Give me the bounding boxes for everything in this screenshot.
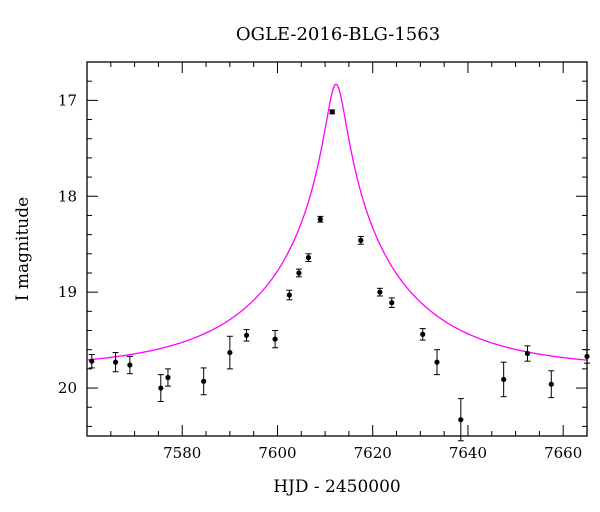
data-point <box>286 292 292 298</box>
data-point <box>227 349 233 356</box>
data-point-group <box>376 287 383 297</box>
data-point <box>584 353 590 360</box>
y-axis-label: I magnitude <box>13 197 33 301</box>
data-point-group <box>112 352 119 373</box>
data-point <box>501 376 507 383</box>
data-point <box>329 109 335 115</box>
data-point <box>317 216 323 222</box>
x-tick-label: 7580 <box>163 444 201 462</box>
y-tick-label: 19 <box>58 283 77 301</box>
y-tick-label: 18 <box>58 187 77 205</box>
data-point-group <box>286 289 293 301</box>
data-point <box>272 336 278 342</box>
data-point-group <box>295 268 302 278</box>
data-point-group <box>329 109 336 115</box>
data-point <box>305 255 312 261</box>
data-point-group <box>243 329 250 342</box>
data-point <box>548 381 554 387</box>
model-curve <box>86 83 588 361</box>
data-point <box>296 270 302 276</box>
data-point-group <box>457 398 464 442</box>
data-point-group <box>317 215 324 223</box>
plot-frame <box>86 61 588 437</box>
x-axis-label: HJD - 2450000 <box>273 477 401 497</box>
x-tick-labels: 7580 7600 7620 7640 7660 <box>163 444 582 462</box>
data-point-group <box>272 330 279 349</box>
y-tick-labels: 17 18 19 20 <box>58 91 77 397</box>
data-point-group <box>157 374 164 402</box>
data-point-group <box>126 355 133 375</box>
data-point <box>89 358 95 364</box>
x-tick-label: 7600 <box>258 444 296 462</box>
data-point <box>127 362 133 368</box>
data-point-group <box>524 345 531 362</box>
data-point-group <box>584 349 590 364</box>
data-point-group <box>434 349 440 376</box>
x-tick-label: 7620 <box>354 444 392 462</box>
data-point-group <box>88 353 95 369</box>
x-tick-label: 7640 <box>449 444 487 462</box>
data-point-group <box>305 253 312 262</box>
data-point <box>243 332 250 338</box>
data-point <box>158 385 164 391</box>
data-point <box>434 359 440 365</box>
data-point-group <box>164 368 171 387</box>
data-point-group <box>357 236 364 245</box>
data-point-group <box>226 335 233 370</box>
data-point <box>165 374 171 381</box>
x-tick-label: 7660 <box>544 444 582 462</box>
data-point <box>377 289 383 295</box>
y-tick-label: 20 <box>58 379 77 397</box>
data-point-group <box>200 367 207 396</box>
data-point-group <box>388 297 395 308</box>
data-point-group <box>500 361 507 398</box>
data-point <box>420 331 426 337</box>
data-point <box>458 417 464 423</box>
data-points <box>88 109 590 442</box>
data-point-group <box>419 328 426 341</box>
data-point <box>112 359 119 365</box>
data-point <box>389 300 395 306</box>
axis-ticks <box>87 61 588 436</box>
data-point <box>201 378 207 384</box>
data-point <box>358 237 364 243</box>
y-tick-label: 17 <box>58 91 77 109</box>
chart-title: OGLE-2016-BLG-1563 <box>236 24 440 45</box>
data-point-group <box>548 370 555 399</box>
data-point <box>524 350 531 357</box>
